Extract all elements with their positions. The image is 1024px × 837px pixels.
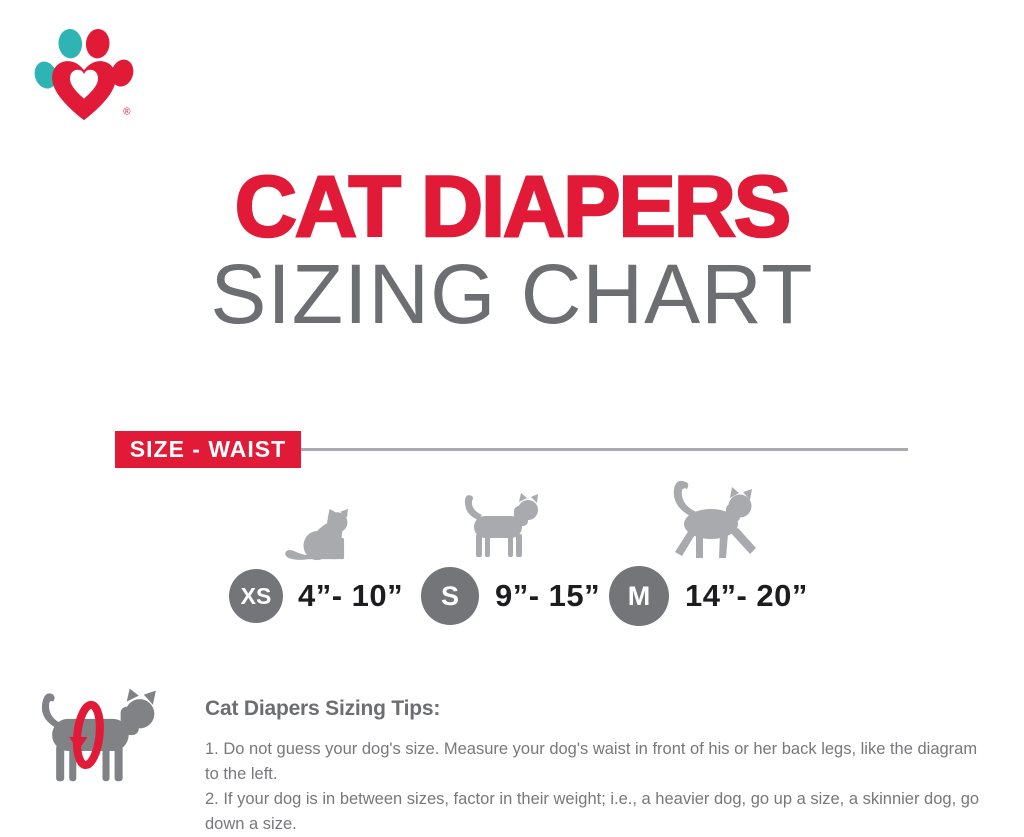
size-row-m: M 14”- 20”	[609, 566, 808, 626]
size-range-s: 9”- 15”	[495, 578, 601, 613]
page-subtitle: SIZING CHART	[210, 247, 814, 341]
page-title: CAT DIAPERS	[233, 159, 792, 255]
sizing-tip-1: 1. Do not guess your dog's size. Measure…	[205, 740, 978, 783]
sizing-tips-list: 1. Do not guess your dog's size. Measure…	[205, 737, 995, 837]
cat-waist-measure-icon	[41, 688, 156, 782]
sizing-tips-heading: Cat Diapers Sizing Tips:	[205, 697, 441, 720]
horizontal-divider	[301, 448, 908, 451]
cat-m-icon	[673, 480, 756, 558]
measure-band-icon	[69, 700, 104, 770]
paw-heart-logo-icon: ®	[34, 28, 134, 121]
size-waist-banner: SIZE - WAIST	[115, 431, 301, 468]
sizing-tips-section: Cat Diapers Sizing Tips: 1. Do not guess…	[205, 697, 995, 837]
size-range-xs: 4”- 10”	[298, 578, 404, 613]
cat-s-icon	[464, 493, 538, 557]
cat-xs-icon	[285, 508, 348, 561]
size-row-s: S 9”- 15”	[421, 567, 600, 625]
size-range-m: 14”- 20”	[685, 578, 808, 613]
heart-cutout-shape	[69, 69, 99, 99]
sizing-tip-2: 2. If your dog is in between sizes, fact…	[205, 790, 980, 833]
registered-mark: ®	[123, 106, 131, 117]
size-badge-xs: XS	[229, 569, 283, 623]
size-badge-s: S	[421, 567, 479, 625]
size-badge-m: M	[609, 566, 669, 626]
size-row-xs: XS 4”- 10”	[229, 569, 403, 623]
